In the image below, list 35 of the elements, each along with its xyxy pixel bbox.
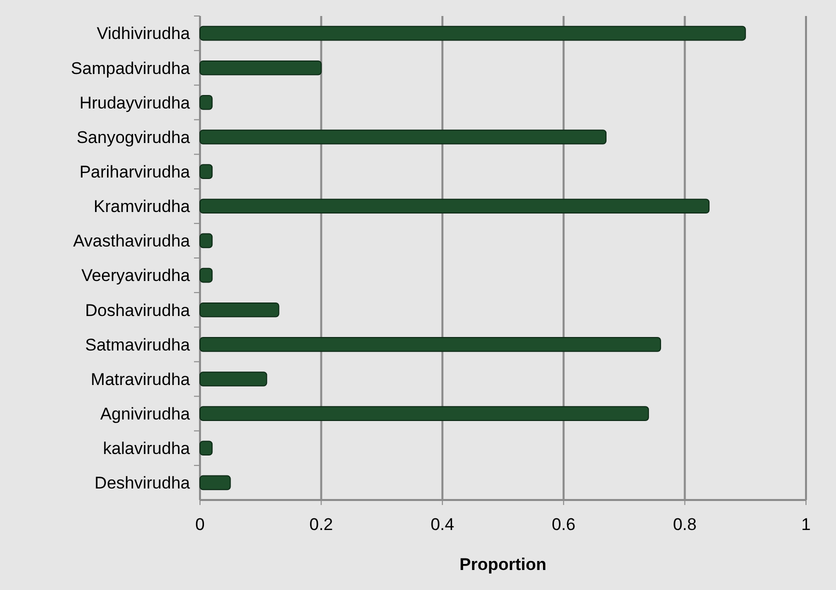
bar	[200, 440, 213, 456]
bar	[200, 130, 607, 144]
y-tick-label: Avasthavirudha	[73, 232, 191, 251]
y-tick-label: kalavirudha	[103, 439, 191, 458]
y-tick-label: Vidhivirudha	[96, 24, 191, 44]
y-tick-label: Deshvirudha	[94, 474, 191, 493]
bar	[200, 406, 649, 421]
y-tick-label: Matravirudha	[90, 370, 191, 389]
y-tick-label: Pariharvirudha	[79, 162, 191, 182]
x-tick-label: 0.6	[552, 515, 576, 534]
bar	[200, 268, 213, 283]
bar	[200, 302, 280, 318]
bar	[200, 198, 710, 214]
y-tick-label: Veeryavirudha	[81, 266, 191, 286]
y-tick-label: Agnivirudha	[100, 404, 191, 424]
y-tick-label: Doshavirudha	[85, 300, 191, 320]
x-tick-label: 0.4	[430, 515, 454, 534]
x-tick-label: 0.8	[672, 515, 697, 534]
y-tick-label: Sampadvirudha	[70, 58, 191, 78]
y-tick-label: Kramvirudha	[94, 197, 191, 216]
bar	[200, 233, 213, 248]
bar	[200, 475, 231, 490]
bar	[200, 164, 213, 179]
y-tick-label: Hrudayvirudha	[79, 93, 191, 112]
bar	[200, 60, 322, 76]
y-tick-label: Satmavirudha	[85, 335, 191, 354]
bar	[200, 372, 268, 386]
x-tick-label: 0	[195, 515, 205, 534]
x-tick-label: 1	[801, 515, 811, 534]
x-tick-label: 0.2	[309, 515, 334, 534]
bar	[200, 95, 213, 110]
bar	[200, 337, 662, 352]
bar	[200, 26, 746, 41]
x-axis-title: Proportion	[460, 555, 546, 574]
y-tick-label: Sanyogvirudha	[76, 128, 191, 147]
